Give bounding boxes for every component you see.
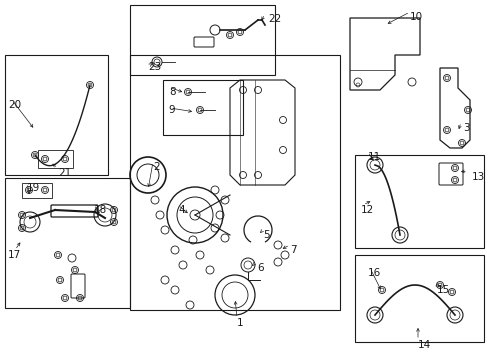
Text: 4: 4 [178, 205, 184, 215]
Text: 6: 6 [257, 263, 263, 273]
Text: 8: 8 [169, 87, 175, 97]
Text: 13: 13 [471, 172, 484, 182]
Text: 15: 15 [436, 285, 449, 295]
Text: 16: 16 [367, 268, 381, 278]
Text: 3: 3 [462, 123, 468, 133]
Text: 7: 7 [289, 245, 296, 255]
Bar [5, 55, 108, 175]
Text: 23: 23 [148, 62, 161, 72]
Bar [130, 5, 274, 75]
Text: 11: 11 [367, 152, 381, 162]
Text: 18: 18 [94, 205, 107, 215]
Bar [38, 150, 73, 168]
Bar [22, 183, 52, 198]
Text: 20: 20 [8, 100, 21, 110]
Text: 22: 22 [267, 14, 281, 24]
Bar [354, 255, 483, 342]
Text: 10: 10 [409, 12, 422, 22]
Text: 9: 9 [168, 105, 174, 115]
Bar [354, 155, 483, 248]
Text: 2: 2 [153, 162, 159, 172]
Text: 21: 21 [58, 168, 71, 178]
Text: 19: 19 [27, 183, 40, 193]
Text: 5: 5 [263, 230, 269, 240]
Text: 17: 17 [8, 250, 21, 260]
Text: 12: 12 [360, 205, 373, 215]
Bar [163, 80, 243, 135]
Text: 1: 1 [237, 318, 243, 328]
Bar [5, 178, 130, 308]
Text: 14: 14 [417, 340, 430, 350]
Bar [130, 55, 339, 310]
